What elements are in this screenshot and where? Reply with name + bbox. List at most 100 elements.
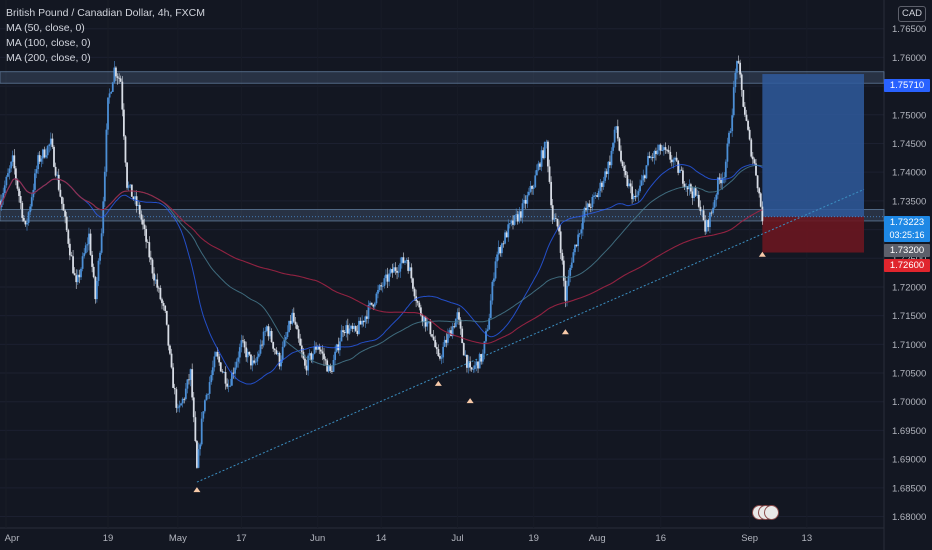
candle-body [184, 388, 187, 400]
candle-body [267, 326, 270, 337]
candle-body [707, 220, 710, 228]
candle-body [78, 274, 81, 278]
candle-body [504, 232, 506, 244]
candle-body [237, 357, 240, 362]
candle-body [169, 345, 171, 354]
candle-body [419, 307, 422, 316]
candle-body [392, 267, 395, 273]
x-tick-label: 14 [376, 533, 387, 544]
candle-body [491, 281, 494, 301]
candle-body [143, 224, 146, 230]
candle-body [539, 163, 541, 167]
candle-body [691, 191, 694, 198]
ma50-label[interactable]: MA (50, close, 0) [6, 22, 85, 34]
x-tick-label: Aug [589, 533, 606, 544]
x-tick-label: Jun [310, 533, 325, 544]
candle-body [30, 197, 33, 207]
y-tick-label: 1.72000 [892, 282, 926, 293]
candle-body [56, 174, 59, 176]
candle-body [275, 350, 278, 355]
candle-body [710, 212, 713, 214]
chart-title[interactable]: British Pound / Canadian Dollar, 4h, FXC… [6, 7, 206, 19]
candle-body [270, 331, 273, 342]
candle-body [299, 338, 302, 346]
candle-body [242, 340, 244, 342]
candle-body [399, 263, 402, 272]
y-tick-label: 1.70500 [892, 369, 926, 380]
candle-body [277, 352, 279, 355]
candle-body [10, 161, 13, 169]
candle-body [458, 312, 460, 320]
candle-body [111, 82, 114, 92]
candle-body [59, 189, 62, 197]
candle-body [361, 320, 364, 325]
candle-body [667, 150, 670, 152]
candle-body [191, 369, 194, 398]
candle-body [705, 220, 708, 232]
candle-body [208, 382, 211, 394]
candle-body [697, 194, 700, 207]
candle-body [581, 217, 584, 230]
candle-body [16, 179, 19, 189]
candle-body [602, 180, 605, 187]
candle-body [594, 195, 597, 197]
candle-body [678, 169, 681, 173]
candle-body [211, 367, 214, 376]
candle-body [515, 214, 518, 216]
y-tick-label: 1.75000 [892, 110, 926, 121]
candle-body [624, 170, 627, 176]
candle-body [659, 144, 662, 151]
ma200-label[interactable]: MA (200, close, 0) [6, 52, 91, 64]
candle-body [172, 367, 175, 388]
candle-body [739, 62, 742, 75]
candle-body [356, 330, 359, 334]
candle-body [234, 367, 236, 374]
candle-body [574, 244, 576, 253]
candle-body [145, 229, 148, 242]
candle-body [310, 353, 313, 360]
replay-icon [764, 505, 779, 520]
candle-body [307, 355, 310, 371]
candle-body [118, 77, 121, 79]
replay-button[interactable] [752, 503, 780, 521]
candle-body [601, 182, 603, 187]
candle-body [439, 356, 441, 359]
candle-body [578, 233, 581, 235]
candle-body [412, 278, 414, 289]
candle-body [586, 203, 589, 211]
candle-body [196, 441, 198, 468]
ma100-label[interactable]: MA (100, close, 0) [6, 37, 91, 49]
candle-body [99, 252, 101, 261]
candle-body [324, 359, 327, 361]
candle-body [575, 244, 578, 247]
candle-body [70, 255, 73, 257]
swing-low-marker [193, 487, 201, 493]
candle-body [108, 93, 111, 98]
candle-body [429, 321, 432, 335]
candle-body [53, 146, 55, 167]
candle-body [493, 278, 495, 282]
candle-body [115, 67, 117, 77]
candle-body [248, 351, 251, 355]
currency-badge[interactable]: CAD [898, 6, 926, 22]
candle-body [547, 141, 549, 167]
level-price-tag: 1.73200 [884, 244, 930, 257]
candle-body [369, 302, 371, 305]
candle-body [472, 369, 475, 370]
candle-body [0, 200, 1, 208]
candle-body [729, 131, 732, 133]
candle-body [45, 155, 47, 158]
candle-body [35, 169, 38, 174]
candle-body [203, 400, 206, 412]
stop-price-tag: 1.72600 [884, 259, 930, 272]
candle-body [628, 183, 630, 187]
candle-body [477, 361, 479, 369]
candle-body [396, 270, 398, 273]
candle-body [701, 210, 703, 212]
candle-body [238, 347, 241, 358]
candle-body [286, 331, 289, 338]
candle-body [661, 150, 664, 151]
candle-body [22, 217, 25, 221]
y-tick-label: 1.74500 [892, 139, 926, 150]
